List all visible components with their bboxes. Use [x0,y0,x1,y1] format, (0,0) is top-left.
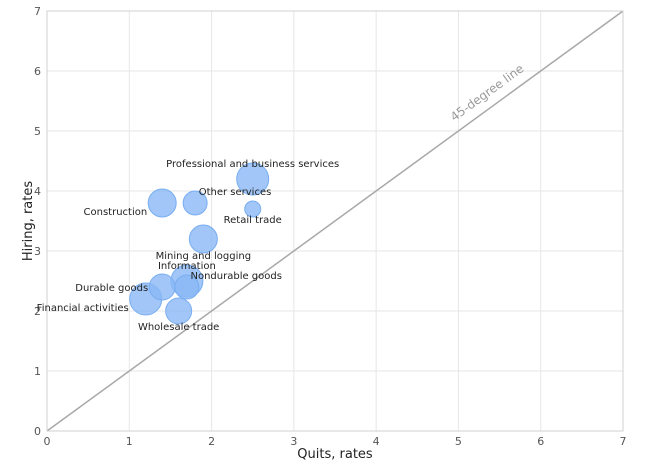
plot-frame [46,10,624,432]
x-tick-label: 4 [373,435,380,448]
point-label: Construction [84,207,148,218]
x-tick-label: 2 [208,435,215,448]
point-label: Other services [199,187,272,198]
bubble-point [236,162,270,196]
point-label: Durable goods [75,283,148,294]
y-tick-label: 3 [34,245,41,258]
point-labels: Professional and business services Other … [37,159,340,333]
y-tick-label: 7 [34,5,41,18]
y-axis-title: Hiring, rates [21,181,36,262]
point-label: Retail trade [224,215,282,226]
y-tick-label: 5 [34,125,41,138]
bubble-point [148,273,176,301]
bubble-point [147,188,177,218]
y-tick-label: 1 [34,365,41,378]
bubble-point [188,224,218,254]
x-tick-label: 6 [537,435,544,448]
x-tick-label: 5 [455,435,462,448]
axes: 0 1 2 3 4 5 6 7 0 1 2 3 4 5 6 7 [34,5,627,448]
reference-line [46,10,624,432]
bubble-point [182,190,208,216]
y-tick-label: 6 [34,65,41,78]
bubble-point [244,200,262,218]
x-tick-label: 3 [290,435,297,448]
x-tick-label: 7 [620,435,627,448]
x-tick-label: 1 [126,435,133,448]
point-label: Professional and business services [166,159,339,170]
point-label: Wholesale trade [138,322,219,333]
point-label: Nondurable goods [190,271,281,282]
x-axis-title: Quits, rates [297,447,373,462]
point-label: Information [158,261,216,272]
reference-line-group: 45-degree line [46,10,624,432]
y-tick-label: 4 [34,185,41,198]
y-tick-label: 0 [34,425,41,438]
y-tick-label: 2 [34,305,41,318]
bubbles [129,162,270,325]
x-tick-label: 0 [44,435,51,448]
bubble-point [165,297,193,325]
point-label: Financial activities [37,303,129,314]
point-label: Mining and logging [156,251,251,262]
bubble-point [174,274,200,300]
